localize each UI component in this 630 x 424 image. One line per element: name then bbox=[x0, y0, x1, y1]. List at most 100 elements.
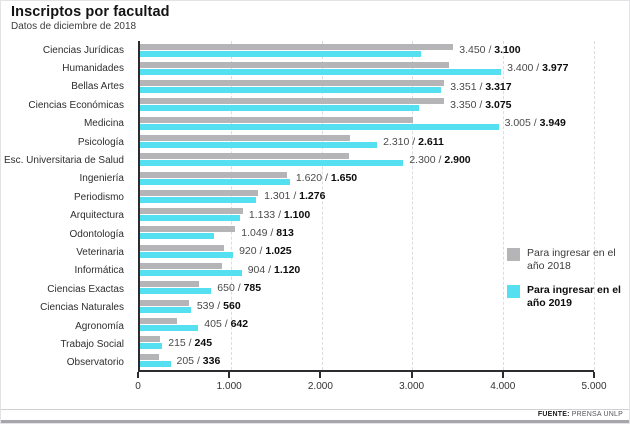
bar-2018 bbox=[140, 189, 259, 196]
bar-2019 bbox=[140, 361, 171, 368]
bar-2018 bbox=[140, 61, 449, 68]
category-label: Agronomía bbox=[75, 320, 124, 332]
bar-2019 bbox=[140, 123, 499, 130]
value-labels: 215 / 245 bbox=[168, 336, 213, 349]
bar-2019 bbox=[140, 306, 191, 313]
bar-row: 920 / 1.025 bbox=[140, 242, 594, 260]
bottom-bar bbox=[1, 420, 629, 423]
x-tick-label: 1.000 bbox=[216, 381, 242, 392]
bar-2018 bbox=[140, 153, 349, 160]
x-tick-label: 4.000 bbox=[490, 381, 516, 392]
bar-row: 539 / 560 bbox=[140, 297, 594, 315]
bar-2018 bbox=[140, 226, 236, 233]
axis-tick bbox=[228, 372, 231, 378]
x-tick-label: 3.000 bbox=[399, 381, 425, 392]
bar-2019 bbox=[140, 215, 240, 222]
bar-row: 2.300 / 2.900 bbox=[140, 151, 594, 169]
category-label: Ciencias Jurídicas bbox=[42, 44, 124, 56]
value-labels: 904 / 1.120 bbox=[247, 263, 301, 276]
category-label: Observatorio bbox=[66, 357, 124, 369]
x-tick-label: 0 bbox=[135, 381, 141, 392]
legend-label-2018: Para ingresar en el año 2018 bbox=[527, 247, 616, 272]
bar-2019 bbox=[140, 270, 242, 277]
value-labels: 650 / 785 bbox=[217, 281, 262, 294]
value-labels: 1.133 / 1.100 bbox=[248, 208, 311, 221]
value-labels: 539 / 560 bbox=[196, 300, 241, 313]
bar-2018 bbox=[140, 336, 160, 343]
bar-2019 bbox=[140, 142, 378, 149]
value-labels: 1.049 / 813 bbox=[241, 226, 294, 239]
gridline bbox=[412, 41, 414, 370]
bar-row: 3.450 / 3.100 bbox=[140, 41, 594, 59]
bar-2019 bbox=[140, 196, 256, 203]
category-label: Esc. Universitaria de Salud bbox=[3, 155, 124, 167]
category-label: Ciencias Exactas bbox=[47, 283, 124, 295]
bar-chart-plot: 3.450 / 3.100 3.400 / 3.977 3.351 / 3.317 3… bbox=[138, 41, 595, 372]
value-labels: 205 / 336 bbox=[176, 354, 221, 367]
bar-2018 bbox=[140, 299, 189, 306]
bar-row: 1.301 / 1.276 bbox=[140, 187, 594, 205]
axis-tick bbox=[501, 372, 504, 378]
category-label: Ciencias Económicas bbox=[28, 99, 124, 111]
bar-2019 bbox=[140, 324, 199, 331]
value-labels: 1.301 / 1.276 bbox=[264, 190, 326, 203]
x-tick-label: 2.000 bbox=[307, 381, 333, 392]
bar-2019 bbox=[140, 288, 212, 295]
category-label: Veterinaria bbox=[76, 246, 124, 258]
value-labels: 2.310 / 2.611 bbox=[383, 135, 444, 148]
bar-2018 bbox=[140, 171, 288, 178]
bar-2019 bbox=[140, 343, 163, 350]
source-label: FUENTE: bbox=[537, 411, 570, 418]
bar-2018 bbox=[140, 244, 224, 251]
category-label: Humanidades bbox=[62, 63, 124, 75]
value-labels: 920 / 1.025 bbox=[239, 245, 292, 258]
chart-title: Inscriptos por facultad bbox=[11, 4, 170, 20]
value-labels: 3.005 / 3.949 bbox=[504, 117, 566, 130]
bar-row: 3.005 / 3.949 bbox=[140, 114, 594, 132]
value-labels: 405 / 642 bbox=[204, 318, 249, 331]
legend: Para ingresar en el año 2018 Para ingres… bbox=[507, 247, 625, 321]
gridlines bbox=[140, 41, 595, 370]
x-axis: 0 1.000 2.000 3.000 4.000 5.000 bbox=[135, 372, 607, 402]
value-labels: 3.450 / 3.100 bbox=[459, 44, 521, 57]
legend-item-2018: Para ingresar en el año 2018 bbox=[507, 247, 625, 273]
legend-item-2019: Para ingresar en el año 2019 bbox=[507, 284, 625, 310]
gridline bbox=[503, 41, 505, 370]
bar-2019 bbox=[140, 233, 214, 240]
bar-2019 bbox=[140, 68, 502, 75]
category-label: Periodismo bbox=[73, 191, 124, 203]
bar-row: 215 / 245 bbox=[140, 334, 594, 352]
category-label: Odontología bbox=[69, 228, 125, 240]
source-value: PRENSA UNLP bbox=[571, 411, 623, 418]
category-label: Medicina bbox=[83, 118, 124, 130]
axis-tick bbox=[410, 372, 413, 378]
footer-divider bbox=[1, 409, 629, 410]
bar-row: 3.351 / 3.317 bbox=[140, 78, 594, 96]
bar-2018 bbox=[140, 263, 223, 270]
category-label: Trabajo Social bbox=[60, 338, 124, 350]
bar-2018 bbox=[140, 208, 243, 215]
bar-2019 bbox=[140, 105, 420, 112]
bar-2019 bbox=[140, 87, 442, 94]
bar-2018 bbox=[140, 317, 177, 324]
bar-rows: 3.450 / 3.100 3.400 / 3.977 3.351 / 3.317 3… bbox=[140, 41, 594, 370]
bar-2018 bbox=[140, 98, 445, 105]
value-labels: 3.400 / 3.977 bbox=[507, 62, 569, 75]
bar-row: 205 / 336 bbox=[140, 352, 594, 370]
chart-subtitle: Datos de diciembre de 2018 bbox=[11, 21, 137, 32]
axis-tick bbox=[593, 372, 595, 378]
legend-label-2019: Para ingresar en el año 2019 bbox=[527, 284, 621, 309]
bar-row: 3.400 / 3.977 bbox=[140, 59, 594, 77]
category-label: Arquitectura bbox=[70, 210, 124, 222]
category-label: Ciencias Naturales bbox=[40, 302, 124, 314]
bar-row: 405 / 642 bbox=[140, 315, 594, 333]
bar-2018 bbox=[140, 116, 413, 123]
bar-row: 1.133 / 1.100 bbox=[140, 206, 594, 224]
legend-swatch-2018-icon bbox=[507, 248, 520, 261]
bar-2019 bbox=[140, 50, 422, 57]
axis-tick bbox=[137, 372, 139, 378]
category-label: Informática bbox=[74, 265, 124, 277]
source-credit: FUENTE: PRENSA UNLP bbox=[538, 411, 623, 418]
value-labels: 1.620 / 1.650 bbox=[295, 172, 358, 185]
